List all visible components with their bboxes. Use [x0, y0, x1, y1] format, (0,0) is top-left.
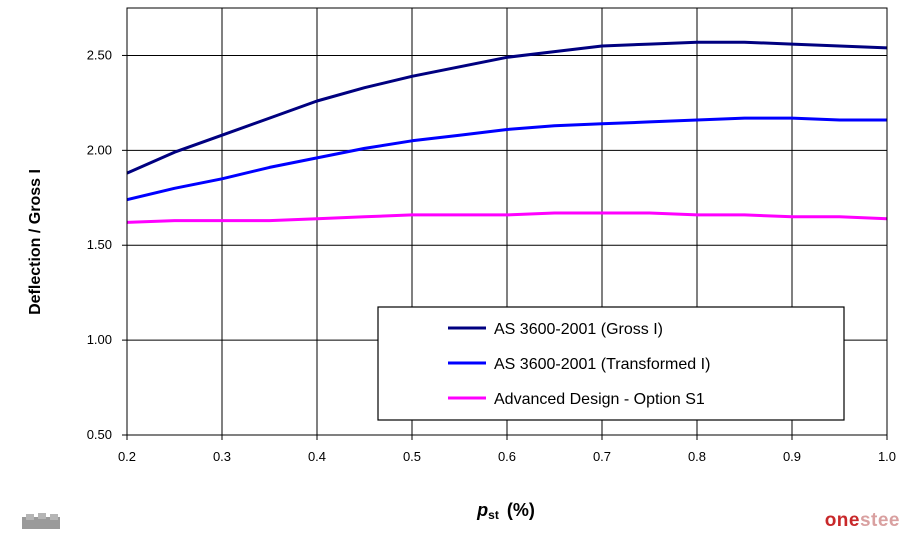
x-axis-label: pst (%) — [476, 500, 535, 522]
x-axis-ticks: 0.2 0.3 0.4 0.5 0.6 0.7 0.8 0.9 1.0 — [118, 435, 896, 464]
x-tick-label: 0.9 — [783, 449, 801, 464]
y-tick-label: 2.50 — [87, 47, 112, 62]
y-axis-label: Deflection / Gross I — [27, 169, 44, 315]
onesteel-logo: onestee — [824, 510, 900, 531]
legend-label-2: AS 3600-2001 (Transformed I) — [494, 356, 710, 373]
x-tick-label: 0.2 — [118, 449, 136, 464]
y-axis-ticks: 0.50 1.00 1.50 2.00 2.50 — [87, 47, 127, 442]
x-tick-label: 0.7 — [593, 449, 611, 464]
y-tick-label: 1.50 — [87, 237, 112, 252]
left-logo-icon — [20, 511, 62, 529]
x-tick-label: 0.5 — [403, 449, 421, 464]
x-tick-label: 0.6 — [498, 449, 516, 464]
y-tick-label: 1.00 — [87, 332, 112, 347]
x-axis-label-sub: st — [488, 508, 499, 522]
x-axis-label-unit: (%) — [507, 500, 535, 520]
series-line-1 — [126, 40, 888, 175]
series-layer — [126, 40, 888, 224]
x-tick-label: 0.8 — [688, 449, 706, 464]
legend-label-3: Advanced Design - Option S1 — [494, 391, 705, 408]
series-line-3 — [126, 211, 888, 224]
x-tick-label: 0.4 — [308, 449, 326, 464]
y-tick-label: 2.00 — [87, 142, 112, 157]
series-line-2 — [126, 116, 887, 202]
y-tick-label: 0.50 — [87, 427, 112, 442]
x-tick-label: 1.0 — [878, 449, 896, 464]
legend-label-1: AS 3600-2001 (Gross I) — [494, 321, 663, 338]
x-tick-label: 0.3 — [213, 449, 231, 464]
legend: AS 3600-2001 (Gross I) AS 3600-2001 (Tran… — [377, 306, 845, 421]
x-axis-label-main: p — [476, 500, 488, 520]
